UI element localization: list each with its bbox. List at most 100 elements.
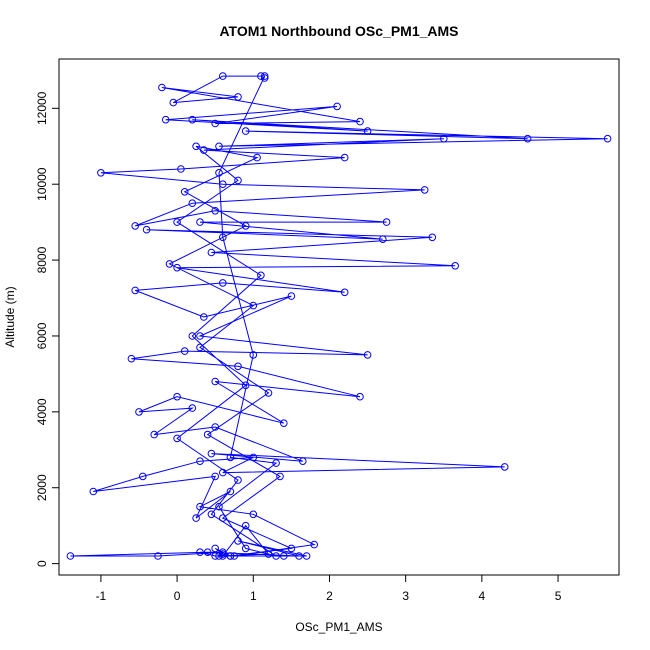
data-point	[207, 510, 216, 519]
y-tick-label: 2000	[35, 474, 49, 501]
data-point	[207, 449, 216, 458]
data-point	[215, 169, 223, 177]
data-point	[363, 127, 372, 135]
x-tick-label: 0	[174, 589, 181, 603]
data-point	[428, 233, 437, 242]
data-point	[200, 313, 208, 321]
series-line-1	[168, 75, 294, 557]
data-point	[249, 351, 258, 359]
data-point	[188, 115, 197, 124]
data-point	[249, 510, 258, 519]
data-point	[356, 392, 364, 401]
data-point	[203, 548, 212, 557]
data-point	[280, 419, 288, 428]
data-point	[219, 279, 227, 287]
y-tick-label: 8000	[35, 246, 49, 273]
x-tick-label: 4	[479, 589, 486, 603]
data-point	[219, 548, 227, 557]
data-point	[264, 389, 273, 397]
data-point	[211, 119, 219, 128]
data-point	[280, 552, 288, 560]
y-tick-label: 12000	[35, 91, 49, 125]
data-point	[382, 218, 391, 226]
y-axis-label: Altitude (m)	[3, 286, 17, 347]
data-point	[234, 93, 242, 101]
data-point	[211, 377, 219, 386]
data-point	[188, 199, 197, 207]
x-tick-label: -1	[96, 589, 107, 603]
y-tick-label: 6000	[35, 322, 49, 349]
data-point	[234, 362, 242, 371]
data-point	[226, 453, 235, 462]
data-point	[211, 472, 219, 481]
data-point	[219, 550, 227, 558]
data-point	[234, 476, 242, 484]
data-point	[603, 134, 612, 143]
data-point	[276, 472, 284, 481]
data-point	[219, 514, 227, 522]
data-point	[192, 514, 200, 522]
data-point	[340, 153, 349, 162]
data-point	[142, 225, 151, 234]
data-point	[131, 286, 139, 295]
data-point	[211, 552, 219, 560]
data-point	[287, 292, 296, 300]
data-point	[211, 544, 219, 553]
data-point	[89, 487, 98, 496]
data-point	[219, 552, 227, 560]
data-point	[161, 115, 170, 124]
data-point	[180, 188, 189, 196]
data-point	[249, 301, 258, 310]
data-point	[241, 222, 250, 230]
data-point	[440, 134, 448, 143]
data-point	[127, 354, 136, 363]
data-point	[139, 472, 147, 481]
data-point	[131, 222, 139, 230]
data-point	[241, 544, 250, 553]
data-point	[287, 544, 296, 553]
data-point	[169, 98, 178, 107]
data-point	[219, 233, 227, 242]
y-axis: 0 2000 4000 6000 8000 10000 12000	[35, 91, 60, 567]
data-point	[226, 552, 235, 560]
x-tick-label: 1	[250, 589, 257, 603]
data-point	[241, 127, 250, 135]
data-point	[196, 332, 204, 340]
data-point	[310, 540, 319, 549]
data-point	[173, 434, 181, 443]
data-point	[203, 430, 212, 439]
data-point	[97, 169, 105, 177]
y-tick-label: 0	[35, 560, 49, 567]
data-point	[135, 408, 143, 416]
data-point	[192, 142, 200, 151]
chart-title: ATOM1 Northbound OSc_PM1_AMS	[219, 23, 458, 39]
data-point	[333, 102, 341, 111]
x-axis: -1 0 1 2 3 4 5	[96, 574, 562, 603]
data-point	[177, 165, 185, 173]
data-point	[196, 218, 204, 226]
plot-frame	[58, 58, 620, 576]
data-point	[154, 552, 162, 560]
data-point	[158, 83, 166, 92]
data-point	[219, 72, 227, 80]
data-point	[356, 117, 364, 126]
data-point	[165, 260, 174, 268]
data-point	[173, 392, 181, 401]
series-layer	[66, 72, 612, 560]
data-point	[150, 430, 158, 439]
data-point	[215, 552, 223, 560]
data-point	[226, 487, 235, 496]
y-tick-label: 4000	[35, 398, 49, 425]
data-point	[173, 218, 181, 226]
data-point	[196, 457, 204, 466]
data-point	[363, 351, 372, 359]
data-point	[207, 248, 216, 257]
data-point	[302, 552, 311, 560]
data-point	[215, 142, 223, 151]
data-point	[234, 176, 242, 185]
data-point	[215, 502, 223, 511]
series-line-0	[70, 75, 608, 557]
data-point	[299, 457, 307, 466]
data-point	[379, 235, 387, 243]
data-point	[260, 72, 269, 80]
